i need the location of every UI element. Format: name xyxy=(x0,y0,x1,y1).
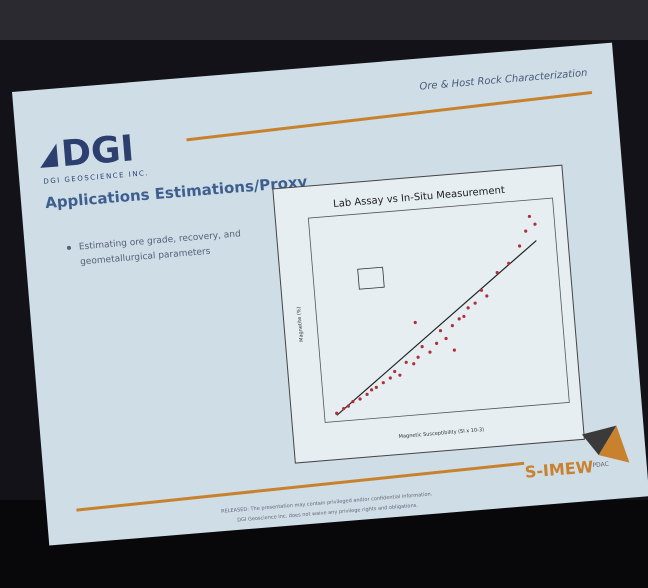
point xyxy=(335,411,339,415)
point xyxy=(507,261,511,265)
point xyxy=(381,381,385,385)
slide: Ore & Host Rock Characterization DGI DGI… xyxy=(12,42,648,546)
footer-logo-mark xyxy=(581,425,617,456)
footer-badge: PDAC xyxy=(592,461,609,469)
footer-logo-mark xyxy=(598,425,630,463)
point xyxy=(524,229,528,233)
ceiling xyxy=(0,0,648,40)
point xyxy=(398,373,402,377)
logo-mark xyxy=(40,143,59,168)
point xyxy=(374,385,378,389)
point xyxy=(365,392,369,396)
point xyxy=(517,244,522,248)
plot xyxy=(307,197,570,423)
point xyxy=(412,362,416,366)
bullet xyxy=(66,245,71,250)
point xyxy=(533,222,537,226)
point xyxy=(527,214,532,219)
footer-rule xyxy=(76,461,525,512)
point xyxy=(370,388,374,392)
point xyxy=(416,355,420,359)
point xyxy=(346,404,350,408)
point xyxy=(466,306,470,310)
plot-area xyxy=(307,197,570,423)
point xyxy=(452,348,456,352)
logo: DGI xyxy=(60,128,136,175)
point xyxy=(351,400,355,404)
point xyxy=(358,397,362,401)
point xyxy=(435,341,439,345)
point xyxy=(413,320,417,325)
point xyxy=(388,376,392,380)
legend-box xyxy=(357,266,385,290)
point xyxy=(485,294,489,298)
point xyxy=(462,314,466,319)
header-rule xyxy=(186,90,593,142)
chart-frame xyxy=(272,164,585,464)
point xyxy=(438,329,443,333)
point xyxy=(479,288,484,292)
point xyxy=(428,350,432,354)
trend-line xyxy=(336,240,537,416)
point xyxy=(393,369,397,374)
point xyxy=(457,317,461,321)
point xyxy=(473,301,477,305)
y-axis-label: Magnetite (%) xyxy=(296,306,305,342)
point xyxy=(404,360,408,364)
point xyxy=(450,324,454,328)
point xyxy=(342,406,346,411)
point xyxy=(444,336,448,341)
point xyxy=(495,270,499,275)
point xyxy=(420,344,424,349)
